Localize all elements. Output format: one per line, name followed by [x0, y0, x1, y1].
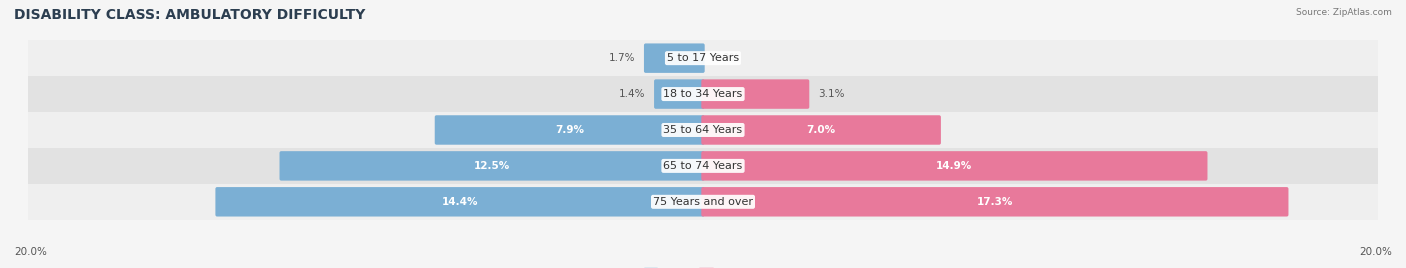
Text: 65 to 74 Years: 65 to 74 Years [664, 161, 742, 171]
Text: 14.9%: 14.9% [936, 161, 973, 171]
Text: DISABILITY CLASS: AMBULATORY DIFFICULTY: DISABILITY CLASS: AMBULATORY DIFFICULTY [14, 8, 366, 22]
Text: 20.0%: 20.0% [14, 247, 46, 257]
Text: 35 to 64 Years: 35 to 64 Years [664, 125, 742, 135]
Text: 12.5%: 12.5% [474, 161, 510, 171]
Bar [28, 148, 1378, 184]
Text: 7.9%: 7.9% [555, 125, 585, 135]
Text: 5 to 17 Years: 5 to 17 Years [666, 53, 740, 63]
FancyBboxPatch shape [702, 115, 941, 145]
FancyBboxPatch shape [654, 79, 704, 109]
Text: 7.0%: 7.0% [807, 125, 835, 135]
Text: 18 to 34 Years: 18 to 34 Years [664, 89, 742, 99]
FancyBboxPatch shape [702, 187, 1288, 217]
Text: 3.1%: 3.1% [818, 89, 844, 99]
FancyBboxPatch shape [702, 151, 1208, 181]
Bar [28, 112, 1378, 148]
Text: 14.4%: 14.4% [441, 197, 478, 207]
Text: 0.0%: 0.0% [713, 53, 740, 63]
Text: 75 Years and over: 75 Years and over [652, 197, 754, 207]
FancyBboxPatch shape [280, 151, 704, 181]
FancyBboxPatch shape [702, 79, 810, 109]
FancyBboxPatch shape [434, 115, 704, 145]
Text: 1.7%: 1.7% [609, 53, 636, 63]
Text: 20.0%: 20.0% [1360, 247, 1392, 257]
Text: 17.3%: 17.3% [977, 197, 1014, 207]
Text: Source: ZipAtlas.com: Source: ZipAtlas.com [1296, 8, 1392, 17]
Legend: Male, Female: Male, Female [640, 263, 766, 268]
FancyBboxPatch shape [644, 43, 704, 73]
Bar [28, 40, 1378, 76]
Text: 1.4%: 1.4% [619, 89, 645, 99]
Bar [28, 184, 1378, 220]
FancyBboxPatch shape [215, 187, 704, 217]
Bar [28, 76, 1378, 112]
